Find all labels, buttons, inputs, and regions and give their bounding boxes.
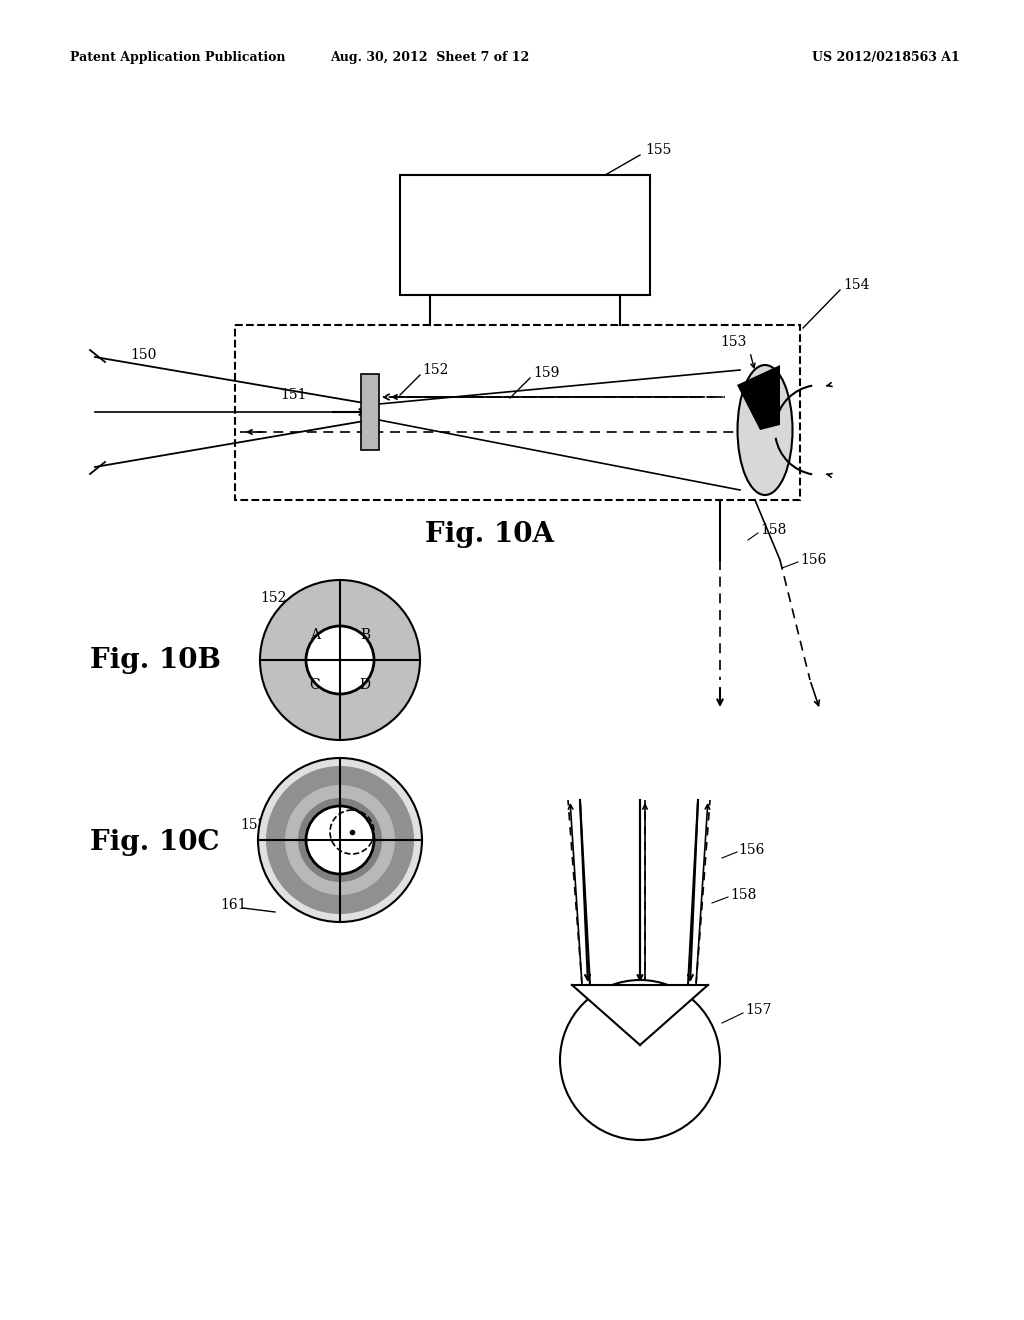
Text: 152: 152 <box>260 591 287 605</box>
Text: A: A <box>310 628 319 642</box>
Bar <box>361 374 379 450</box>
Circle shape <box>298 799 382 882</box>
Text: B: B <box>360 628 370 642</box>
Text: 155: 155 <box>645 143 672 157</box>
Text: D: D <box>359 678 371 692</box>
Polygon shape <box>737 366 780 430</box>
Text: 156: 156 <box>800 553 826 568</box>
Text: Aug. 30, 2012  Sheet 7 of 12: Aug. 30, 2012 Sheet 7 of 12 <box>331 51 529 65</box>
Circle shape <box>260 579 420 741</box>
Text: 158: 158 <box>760 523 786 537</box>
Bar <box>234 325 800 500</box>
Text: 158: 158 <box>730 888 757 902</box>
Circle shape <box>306 807 374 874</box>
Text: 161: 161 <box>220 898 247 912</box>
Text: Fig. 10C: Fig. 10C <box>90 829 220 857</box>
Polygon shape <box>572 985 708 1045</box>
Ellipse shape <box>737 366 793 495</box>
Text: Fig. 10B: Fig. 10B <box>89 647 220 673</box>
Text: 160: 160 <box>307 785 334 800</box>
Circle shape <box>258 758 422 921</box>
Text: 156: 156 <box>738 843 764 857</box>
Text: Patent Application Publication: Patent Application Publication <box>70 51 286 65</box>
Text: 154: 154 <box>843 279 869 292</box>
Text: 152: 152 <box>240 818 266 832</box>
Circle shape <box>285 785 395 895</box>
Circle shape <box>306 626 374 694</box>
Bar <box>400 176 650 294</box>
Circle shape <box>266 766 414 913</box>
Text: 157: 157 <box>745 1003 771 1016</box>
Text: C: C <box>309 678 321 692</box>
Text: 153: 153 <box>720 335 746 348</box>
Text: 150: 150 <box>130 348 157 362</box>
Text: 151: 151 <box>280 388 306 403</box>
Text: US 2012/0218563 A1: US 2012/0218563 A1 <box>812 51 961 65</box>
Text: 159: 159 <box>534 366 559 380</box>
Circle shape <box>560 979 720 1140</box>
Text: Fig. 10A: Fig. 10A <box>425 521 555 549</box>
Text: 152: 152 <box>422 363 449 378</box>
